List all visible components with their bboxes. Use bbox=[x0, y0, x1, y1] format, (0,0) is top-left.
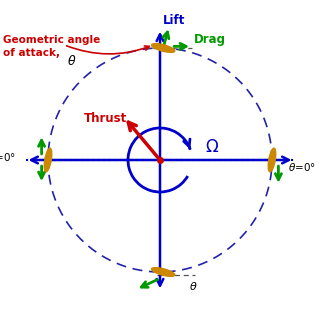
Text: $\theta$: $\theta$ bbox=[67, 54, 76, 68]
Ellipse shape bbox=[152, 44, 175, 52]
Text: $\dot{\theta}$=0°: $\dot{\theta}$=0° bbox=[288, 159, 316, 174]
Ellipse shape bbox=[152, 268, 175, 276]
Text: Lift: Lift bbox=[163, 14, 186, 27]
Text: $\theta$=0°: $\theta$=0° bbox=[0, 151, 16, 163]
Text: Drag: Drag bbox=[194, 34, 226, 46]
Text: $\Omega$: $\Omega$ bbox=[205, 138, 219, 156]
Text: Geometric angle
of attack,: Geometric angle of attack, bbox=[3, 35, 100, 58]
Ellipse shape bbox=[268, 148, 276, 172]
Ellipse shape bbox=[44, 148, 52, 172]
Text: $\theta$: $\theta$ bbox=[189, 280, 197, 292]
Text: Thrust: Thrust bbox=[84, 112, 127, 125]
